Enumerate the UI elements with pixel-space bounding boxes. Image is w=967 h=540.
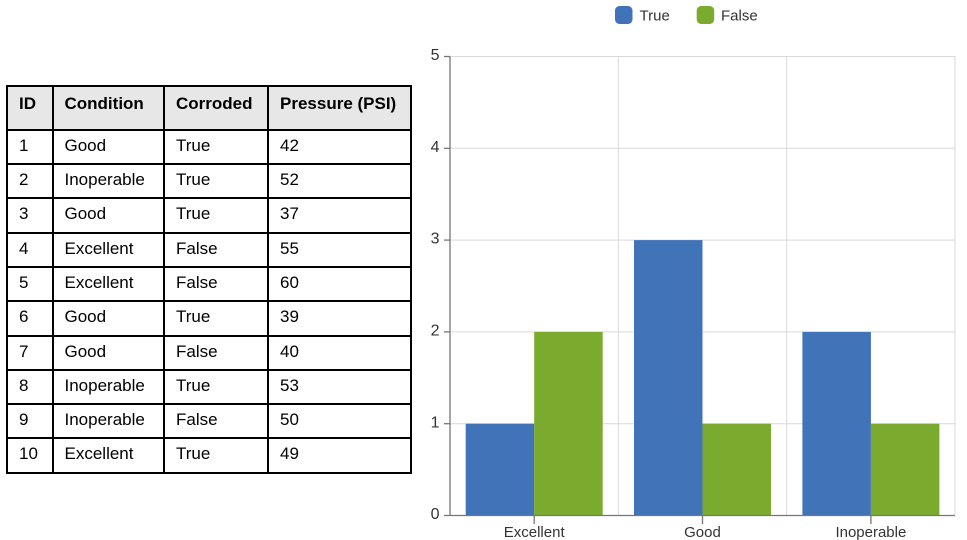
svg-text:Excellent: Excellent — [504, 524, 566, 540]
svg-text:3: 3 — [431, 231, 440, 248]
svg-text:Inoperable: Inoperable — [835, 524, 906, 540]
svg-text:False: False — [721, 8, 758, 25]
svg-text:1: 1 — [431, 414, 440, 431]
svg-text:True: True — [640, 8, 670, 25]
svg-text:0: 0 — [431, 506, 440, 523]
svg-text:2: 2 — [431, 323, 440, 340]
svg-text:5: 5 — [431, 47, 440, 64]
svg-text:4: 4 — [431, 139, 440, 156]
svg-text:Good: Good — [684, 524, 721, 540]
